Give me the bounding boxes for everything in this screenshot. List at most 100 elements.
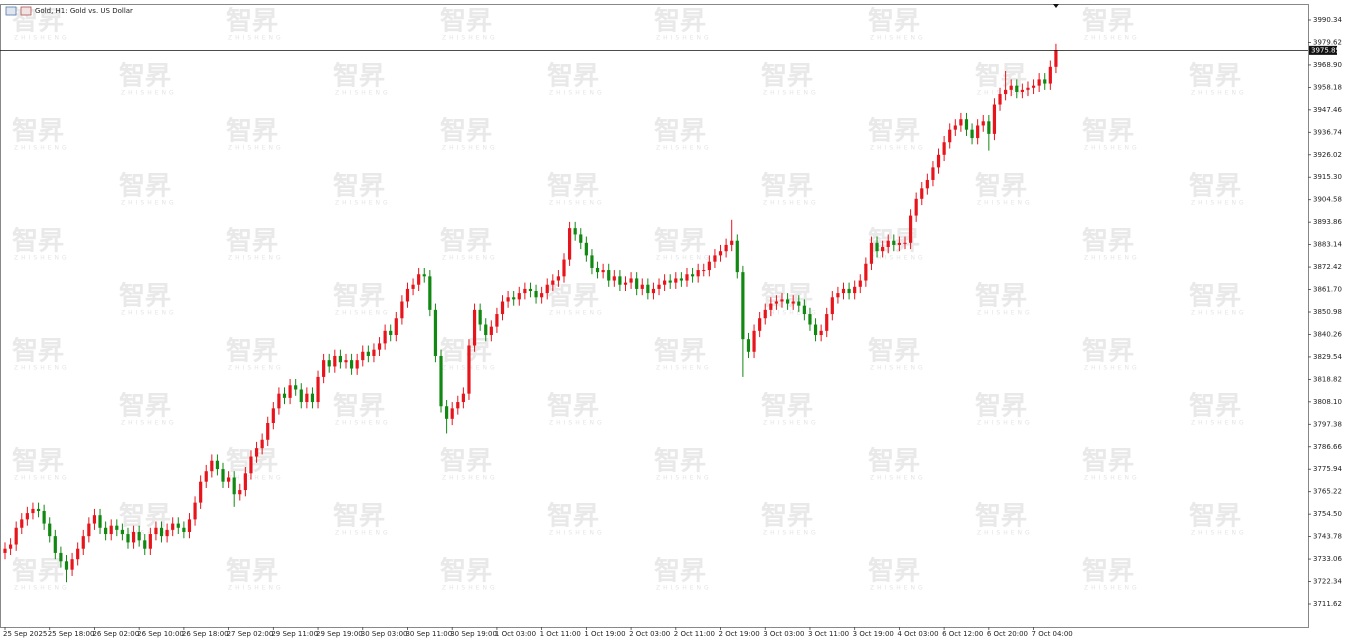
candle-body	[333, 355, 337, 367]
candle-body	[618, 276, 622, 285]
candle-body	[92, 515, 97, 524]
watermark: 智昇	[440, 447, 492, 477]
watermark-sub: ZHISHENG	[763, 200, 819, 207]
watermark-sub: ZHISHENG	[121, 310, 177, 317]
x-tick-label: 29 Sep 11:00	[271, 630, 318, 638]
watermark-sub: ZHISHENG	[1084, 255, 1140, 262]
candle-body	[869, 242, 874, 264]
y-tick-label: 3936.74	[1313, 128, 1342, 136]
candle-body	[467, 345, 471, 394]
watermark-sub: ZHISHENG	[977, 90, 1033, 97]
watermark-sub: ZHISHENG	[335, 530, 391, 537]
candle-body	[182, 527, 186, 532]
watermark: 智昇	[333, 502, 385, 532]
watermark-sub: ZHISHENG	[870, 35, 926, 42]
candle-body	[310, 393, 315, 403]
watermark: 智昇	[547, 502, 599, 532]
watermark-sub: ZHISHENG	[870, 475, 926, 482]
watermark: 智昇	[547, 392, 599, 422]
watermarks: 智昇ZHISHENG智昇ZHISHENG智昇ZHISHENG智昇ZHISHENG…	[12, 7, 1247, 592]
candle-body	[853, 286, 857, 294]
candle-body	[534, 291, 538, 298]
candle-body	[746, 339, 751, 352]
candle-body	[920, 188, 924, 199]
candle-body	[523, 288, 527, 294]
watermark-sub: ZHISHENG	[1084, 475, 1140, 482]
watermark-sub: ZHISHENG	[1191, 420, 1247, 427]
watermark-sub: ZHISHENG	[656, 145, 712, 152]
candle-body	[791, 301, 795, 304]
watermark: 智昇	[119, 502, 171, 532]
watermark-sub: ZHISHENG	[1191, 310, 1247, 317]
candle-body	[31, 508, 35, 514]
candle-body	[953, 125, 957, 130]
candle-body	[3, 548, 7, 553]
candle-body	[987, 121, 991, 134]
candle-body	[763, 309, 767, 319]
candle-body	[417, 274, 421, 285]
x-tick-label: 3 Oct 11:00	[808, 630, 849, 638]
candle-body	[584, 242, 588, 256]
candle-body	[718, 251, 723, 256]
watermark-sub: ZHISHENG	[442, 585, 498, 592]
watermark: 智昇	[1189, 282, 1241, 312]
candle-body	[472, 309, 477, 346]
y-tick-label: 3786.66	[1313, 443, 1342, 451]
plot-frame	[0, 4, 1309, 628]
candle-body	[690, 274, 695, 277]
x-tick-label: 30 Sep 19:00	[450, 630, 497, 638]
candle-body	[601, 270, 605, 273]
watermark-sub: ZHISHENG	[228, 255, 284, 262]
y-tick-label: 3808.10	[1313, 398, 1342, 406]
watermark-sub: ZHISHENG	[549, 530, 605, 537]
y-tick-label: 3765.22	[1313, 488, 1342, 496]
candle-body	[316, 376, 320, 403]
watermark: 智昇	[333, 62, 385, 92]
y-tick-label: 3861.70	[1313, 286, 1342, 294]
candle-body	[864, 263, 868, 281]
y-tick-label: 3775.94	[1313, 465, 1342, 473]
candle-body	[109, 525, 113, 535]
candle-body	[478, 309, 482, 325]
candle-body	[1054, 50, 1058, 67]
candle-body	[540, 293, 544, 298]
candle-body	[1031, 85, 1036, 88]
watermark: 智昇	[547, 282, 599, 312]
watermark: 智昇	[654, 557, 706, 587]
candle-body	[640, 284, 644, 289]
candle-body	[741, 272, 745, 340]
x-tick-label: 1 Oct 03:00	[495, 630, 536, 638]
watermark: 智昇	[654, 337, 706, 367]
y-tick-label: 3958.18	[1313, 83, 1342, 91]
x-tick-label: 7 Oct 04:00	[1032, 630, 1073, 638]
candle-body	[976, 125, 980, 139]
candle-body	[959, 119, 963, 126]
candle-body	[556, 276, 561, 281]
candle-body	[327, 360, 331, 367]
watermark: 智昇	[440, 337, 492, 367]
watermark-sub: ZHISHENG	[335, 310, 391, 317]
x-tick-label: 25 Sep 18:00	[48, 630, 95, 638]
candle-body	[227, 477, 231, 482]
candle-body	[813, 324, 818, 336]
x-tick-label: 4 Oct 03:00	[897, 630, 938, 638]
candle-body	[53, 536, 57, 553]
watermark-sub: ZHISHENG	[228, 145, 284, 152]
candle-body	[495, 314, 499, 327]
candle-body	[970, 129, 974, 139]
candle-body	[428, 276, 432, 310]
y-tick-label: 3840.26	[1313, 330, 1342, 338]
candle-body	[372, 349, 376, 356]
candle-body	[489, 326, 493, 336]
candle-body	[545, 284, 549, 294]
watermark-sub: ZHISHENG	[1084, 585, 1140, 592]
candle-body	[936, 154, 941, 168]
watermark-sub: ZHISHENG	[1191, 530, 1247, 537]
candle-body	[657, 284, 661, 289]
candle-body	[193, 502, 197, 520]
y-tick-label: 3872.42	[1313, 263, 1342, 271]
candle-body	[1048, 66, 1052, 84]
candle-body	[774, 301, 779, 304]
watermark: 智昇	[1082, 7, 1134, 37]
candle-body	[76, 548, 80, 560]
